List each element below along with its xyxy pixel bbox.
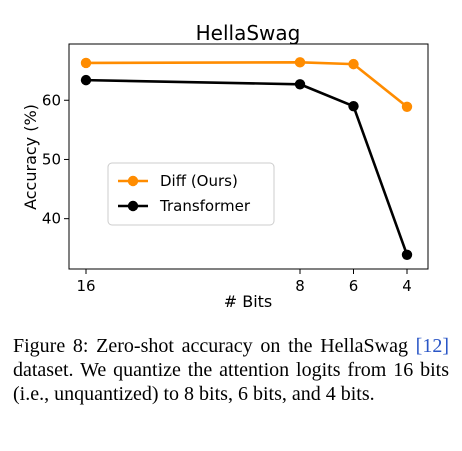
data-point-transformer (80, 74, 92, 86)
data-point-diff-ours (348, 58, 359, 70)
data-point-transformer (401, 249, 413, 260)
legend-label-transformer: Transformer (159, 197, 251, 215)
x-tick-label: 6 (349, 277, 359, 295)
x-tick-label: 4 (402, 277, 412, 295)
legend-marker-transformer (127, 200, 139, 212)
legend-marker-diff-ours (127, 175, 139, 187)
plot-area: 40 50 60 16 8 6 4 (42, 43, 429, 295)
y-tick-label: 60 (42, 91, 61, 109)
plot-frame (68, 43, 429, 270)
y-tick-label: 40 (42, 210, 61, 228)
legend: Diff (Ours) Transformer (107, 162, 275, 226)
data-point-diff-ours (401, 101, 413, 112)
citation-link[interactable]: [12] (415, 335, 449, 357)
y-tick-label: 50 (42, 150, 61, 168)
caption-text: Figure 8: Zero-shot accuracy on the Hell… (13, 335, 416, 357)
x-axis-label: # Bits (224, 292, 273, 311)
data-point-transformer (294, 79, 306, 90)
data-point-diff-ours (294, 57, 306, 68)
caption-text-continued: dataset. We quantize the attention logit… (13, 359, 449, 405)
series-line-diff-ours (85, 61, 408, 108)
x-tick-label: 16 (76, 277, 95, 295)
y-axis-label: Accuracy (%) (21, 104, 40, 210)
data-point-diff-ours (80, 57, 92, 69)
series-line-transformer (85, 78, 409, 256)
data-point-transformer (348, 100, 359, 112)
chart-title: HellaSwag (196, 21, 301, 45)
figure-caption: Figure 8: Zero-shot accuracy on the Hell… (13, 334, 449, 406)
x-tick-label: 8 (295, 277, 305, 295)
legend-label-diff-ours: Diff (Ours) (160, 172, 238, 190)
legend-box (107, 162, 275, 226)
